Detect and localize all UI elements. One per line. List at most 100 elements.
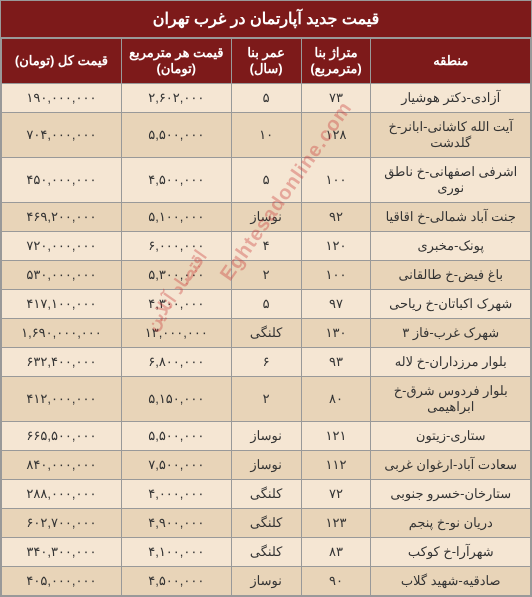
- price-table: منطقه متراژ بنا (مترمربع) عمر بنا (سال) …: [1, 38, 531, 596]
- cell-age: ۵: [231, 158, 301, 203]
- cell-total: ۱۹۰,۰۰۰,۰۰۰: [2, 84, 122, 113]
- table-row: دریان نو-خ پنجم۱۲۳کلنگی۴,۹۰۰,۰۰۰۶۰۲,۷۰۰,…: [2, 509, 531, 538]
- cell-age: ۶: [231, 348, 301, 377]
- cell-age: کلنگی: [231, 538, 301, 567]
- cell-price_sqm: ۴,۵۰۰,۰۰۰: [121, 158, 231, 203]
- cell-area: ۹۳: [301, 348, 371, 377]
- cell-price_sqm: ۷,۵۰۰,۰۰۰: [121, 451, 231, 480]
- table-row: باغ فیض-خ طالقانی۱۰۰۲۵,۳۰۰,۰۰۰۵۳۰,۰۰۰,۰۰…: [2, 261, 531, 290]
- table-row: بلوار فردوس شرق-خ ابراهیمی۸۰۲۵,۱۵۰,۰۰۰۴۱…: [2, 377, 531, 422]
- cell-area: ۸۰: [301, 377, 371, 422]
- cell-price_sqm: ۵,۵۰۰,۰۰۰: [121, 113, 231, 158]
- cell-total: ۶۳۲,۴۰۰,۰۰۰: [2, 348, 122, 377]
- cell-price_sqm: ۴,۱۰۰,۰۰۰: [121, 538, 231, 567]
- table-row: بلوار مرزداران-خ لاله۹۳۶۶,۸۰۰,۰۰۰۶۳۲,۴۰۰…: [2, 348, 531, 377]
- cell-price_sqm: ۶,۰۰۰,۰۰۰: [121, 232, 231, 261]
- header-region: منطقه: [371, 39, 531, 84]
- cell-total: ۵۳۰,۰۰۰,۰۰۰: [2, 261, 122, 290]
- cell-area: ۹۰: [301, 567, 371, 596]
- cell-age: کلنگی: [231, 319, 301, 348]
- table-row: سعادت آباد-ارغوان غربی۱۱۲نوساز۷,۵۰۰,۰۰۰۸…: [2, 451, 531, 480]
- header-area: متراژ بنا (مترمربع): [301, 39, 371, 84]
- cell-region: آیت الله کاشانی-ابانر-خ گلدشت: [371, 113, 531, 158]
- cell-region: شهرک اکباتان-خ ریاحی: [371, 290, 531, 319]
- table-row: جنت آباد شمالی-خ اقاقیا۹۲نوساز۵,۱۰۰,۰۰۰۴…: [2, 203, 531, 232]
- cell-region: پونک-مخبری: [371, 232, 531, 261]
- cell-age: ۵: [231, 84, 301, 113]
- cell-region: سعادت آباد-ارغوان غربی: [371, 451, 531, 480]
- price-table-container: قیمت جدید آپارتمان در غرب تهران منطقه مت…: [0, 0, 532, 597]
- table-row: اشرفی اصفهانی-خ ناطق نوری۱۰۰۵۴,۵۰۰,۰۰۰۴۵…: [2, 158, 531, 203]
- cell-age: ۴: [231, 232, 301, 261]
- cell-region: صادقیه-شهید گلاب: [371, 567, 531, 596]
- cell-price_sqm: ۵,۵۰۰,۰۰۰: [121, 422, 231, 451]
- cell-total: ۴۱۲,۰۰۰,۰۰۰: [2, 377, 122, 422]
- cell-area: ۱۰۰: [301, 158, 371, 203]
- cell-price_sqm: ۴,۳۰۰,۰۰۰: [121, 290, 231, 319]
- cell-total: ۴۱۷,۱۰۰,۰۰۰: [2, 290, 122, 319]
- cell-total: ۴۶۹,۲۰۰,۰۰۰: [2, 203, 122, 232]
- cell-area: ۱۳۰: [301, 319, 371, 348]
- cell-region: اشرفی اصفهانی-خ ناطق نوری: [371, 158, 531, 203]
- cell-region: شهرآرا-خ کوکب: [371, 538, 531, 567]
- cell-price_sqm: ۵,۱۰۰,۰۰۰: [121, 203, 231, 232]
- cell-region: شهرک غرب-فاز ۳: [371, 319, 531, 348]
- table-title: قیمت جدید آپارتمان در غرب تهران: [1, 1, 531, 38]
- cell-age: کلنگی: [231, 480, 301, 509]
- table-row: آیت الله کاشانی-ابانر-خ گلدشت۱۲۸۱۰۵,۵۰۰,…: [2, 113, 531, 158]
- cell-total: ۸۴۰,۰۰۰,۰۰۰: [2, 451, 122, 480]
- header-age: عمر بنا (سال): [231, 39, 301, 84]
- cell-price_sqm: ۵,۱۵۰,۰۰۰: [121, 377, 231, 422]
- cell-area: ۱۰۰: [301, 261, 371, 290]
- cell-price_sqm: ۴,۵۰۰,۰۰۰: [121, 567, 231, 596]
- table-row: پونک-مخبری۱۲۰۴۶,۰۰۰,۰۰۰۷۲۰,۰۰۰,۰۰۰: [2, 232, 531, 261]
- cell-price_sqm: ۴,۹۰۰,۰۰۰: [121, 509, 231, 538]
- cell-age: ۵: [231, 290, 301, 319]
- cell-total: ۳۴۰,۳۰۰,۰۰۰: [2, 538, 122, 567]
- cell-total: ۴۵۰,۰۰۰,۰۰۰: [2, 158, 122, 203]
- cell-age: کلنگی: [231, 509, 301, 538]
- cell-area: ۷۳: [301, 84, 371, 113]
- cell-age: نوساز: [231, 567, 301, 596]
- cell-age: ۲: [231, 261, 301, 290]
- cell-region: ستارخان-خسرو جنوبی: [371, 480, 531, 509]
- header-total: قیمت کل (تومان): [2, 39, 122, 84]
- table-row: شهرآرا-خ کوکب۸۳کلنگی۴,۱۰۰,۰۰۰۳۴۰,۳۰۰,۰۰۰: [2, 538, 531, 567]
- cell-total: ۲۸۸,۰۰۰,۰۰۰: [2, 480, 122, 509]
- cell-area: ۱۲۸: [301, 113, 371, 158]
- cell-region: آزادی-دکتر هوشیار: [371, 84, 531, 113]
- cell-area: ۱۲۳: [301, 509, 371, 538]
- cell-region: بلوار فردوس شرق-خ ابراهیمی: [371, 377, 531, 422]
- header-price-sqm: قیمت هر مترمربع (تومان): [121, 39, 231, 84]
- cell-total: ۶۶۵,۵۰۰,۰۰۰: [2, 422, 122, 451]
- cell-price_sqm: ۶,۸۰۰,۰۰۰: [121, 348, 231, 377]
- cell-area: ۷۲: [301, 480, 371, 509]
- cell-area: ۹۷: [301, 290, 371, 319]
- cell-region: جنت آباد شمالی-خ اقاقیا: [371, 203, 531, 232]
- cell-total: ۷۰۴,۰۰۰,۰۰۰: [2, 113, 122, 158]
- cell-area: ۸۳: [301, 538, 371, 567]
- cell-price_sqm: ۲,۶۰۲,۰۰۰: [121, 84, 231, 113]
- cell-age: نوساز: [231, 422, 301, 451]
- cell-region: دریان نو-خ پنجم: [371, 509, 531, 538]
- cell-area: ۱۱۲: [301, 451, 371, 480]
- table-row: شهرک غرب-فاز ۳۱۳۰کلنگی۱۳,۰۰۰,۰۰۰۱,۶۹۰,۰۰…: [2, 319, 531, 348]
- cell-age: نوساز: [231, 203, 301, 232]
- cell-area: ۱۲۱: [301, 422, 371, 451]
- table-row: شهرک اکباتان-خ ریاحی۹۷۵۴,۳۰۰,۰۰۰۴۱۷,۱۰۰,…: [2, 290, 531, 319]
- cell-total: ۶۰۲,۷۰۰,۰۰۰: [2, 509, 122, 538]
- cell-price_sqm: ۱۳,۰۰۰,۰۰۰: [121, 319, 231, 348]
- table-row: صادقیه-شهید گلاب۹۰نوساز۴,۵۰۰,۰۰۰۴۰۵,۰۰۰,…: [2, 567, 531, 596]
- cell-price_sqm: ۴,۰۰۰,۰۰۰: [121, 480, 231, 509]
- table-row: ستاری-زیتون۱۲۱نوساز۵,۵۰۰,۰۰۰۶۶۵,۵۰۰,۰۰۰: [2, 422, 531, 451]
- table-body: آزادی-دکتر هوشیار۷۳۵۲,۶۰۲,۰۰۰۱۹۰,۰۰۰,۰۰۰…: [2, 84, 531, 596]
- cell-total: ۴۰۵,۰۰۰,۰۰۰: [2, 567, 122, 596]
- table-row: ستارخان-خسرو جنوبی۷۲کلنگی۴,۰۰۰,۰۰۰۲۸۸,۰۰…: [2, 480, 531, 509]
- cell-area: ۱۲۰: [301, 232, 371, 261]
- cell-age: نوساز: [231, 451, 301, 480]
- cell-age: ۱۰: [231, 113, 301, 158]
- cell-age: ۲: [231, 377, 301, 422]
- table-row: آزادی-دکتر هوشیار۷۳۵۲,۶۰۲,۰۰۰۱۹۰,۰۰۰,۰۰۰: [2, 84, 531, 113]
- cell-region: ستاری-زیتون: [371, 422, 531, 451]
- header-row: منطقه متراژ بنا (مترمربع) عمر بنا (سال) …: [2, 39, 531, 84]
